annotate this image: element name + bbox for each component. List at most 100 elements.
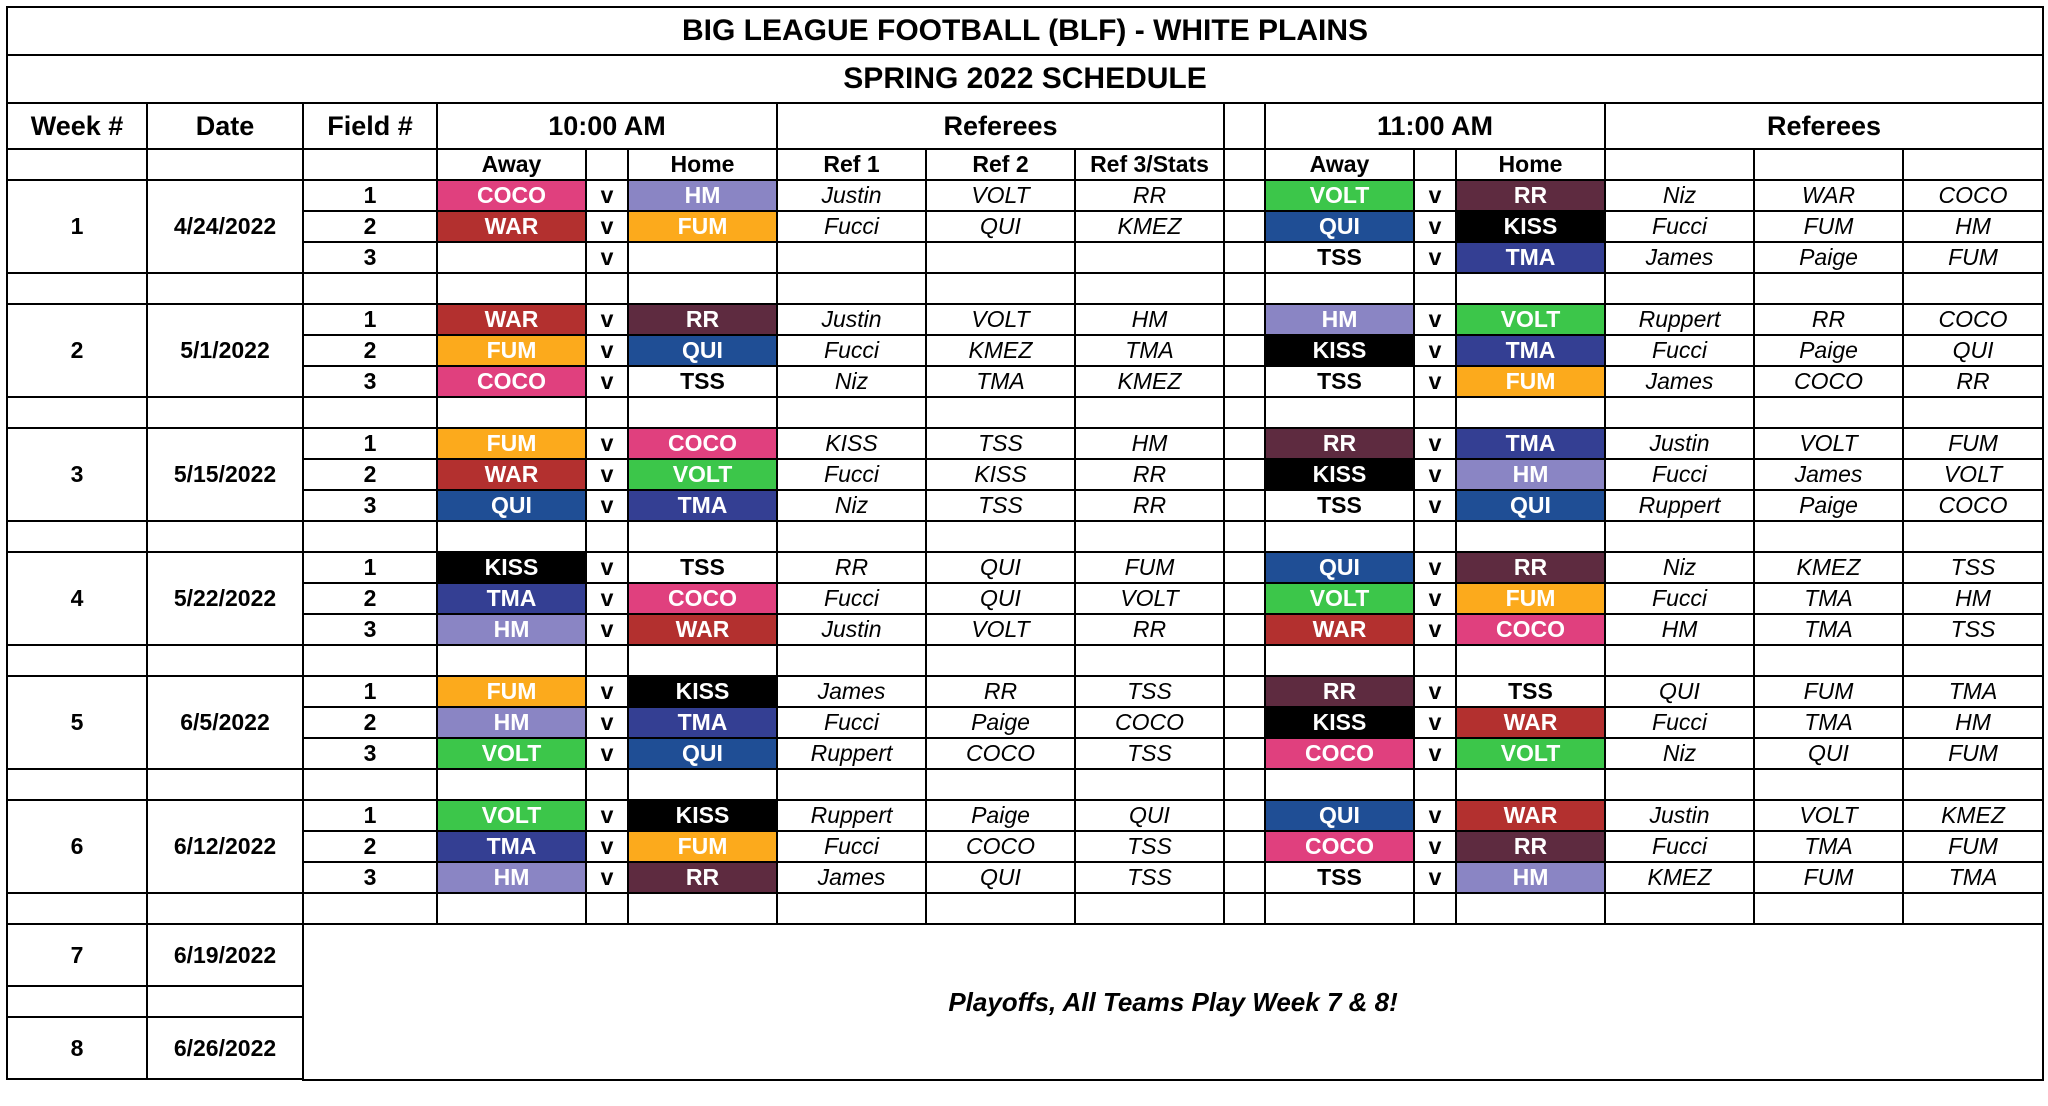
spacer-cell <box>1264 396 1415 429</box>
home-team-1000: TMA <box>627 489 778 522</box>
referee-1100-2: FUM <box>1753 861 1904 894</box>
field-number: 1 <box>302 799 438 832</box>
referee-1100-2: FUM <box>1753 675 1904 708</box>
referee-1: Niz <box>776 365 927 398</box>
referee-1100-1: Fucci <box>1604 334 1755 367</box>
away-team-1000: TMA <box>436 830 587 863</box>
home-team-1000: QUI <box>627 737 778 770</box>
subheader-blank <box>1604 148 1755 181</box>
spacer-cell <box>1901 520 2045 553</box>
referee-2: TSS <box>925 427 1076 460</box>
home-team-1000: KISS <box>627 799 778 832</box>
spacer-cell <box>6 396 148 429</box>
away-team-1000 <box>436 241 587 274</box>
versus-label: v <box>585 861 629 894</box>
away-team-1100: TSS <box>1264 489 1415 522</box>
away-team-1000: FUM <box>436 675 587 708</box>
away-team-1000: VOLT <box>436 799 587 832</box>
away-team-1100: VOLT <box>1264 582 1415 615</box>
away-team-1100: COCO <box>1264 830 1415 863</box>
spacer-cell <box>6 768 148 801</box>
referee-1: Ruppert <box>776 799 927 832</box>
subheader-home-1000: Home <box>627 148 778 181</box>
spacer-cell <box>436 892 587 925</box>
spacer-cell <box>627 768 778 801</box>
versus-label: v <box>1413 210 1457 243</box>
spacer-cell <box>925 272 1076 305</box>
spacer-cell <box>1604 768 1755 801</box>
week-number: 7 <box>6 923 148 987</box>
header-spacer <box>1223 102 1266 150</box>
game-row: 3 VOLT v QUI Ruppert COCO TSS COCO v VOLT Niz QUI FU… <box>7 737 2045 770</box>
spacer-cell <box>1074 768 1225 801</box>
referee-3-stats: QUI <box>1074 799 1225 832</box>
referee-1100-3: QUI <box>1901 334 2045 367</box>
referee-1100-3: HM <box>1901 582 2045 615</box>
referee-1100-2: Paige <box>1753 489 1904 522</box>
versus-label: v <box>585 613 629 646</box>
closing-cell <box>6 1079 148 1080</box>
away-team-1100: RR <box>1264 675 1415 708</box>
spacer-cell <box>925 644 1076 677</box>
away-team-1100: TSS <box>1264 365 1415 398</box>
header-field: Field # <box>302 102 438 150</box>
spacer-row <box>6 985 2043 1018</box>
spacer-cell <box>1264 892 1415 925</box>
referee-1100-2: TMA <box>1753 830 1904 863</box>
versus-label: v <box>585 582 629 615</box>
away-team-1000: KISS <box>436 551 587 584</box>
away-team-1100: QUI <box>1264 551 1415 584</box>
slot-gap <box>1223 489 1266 522</box>
week-number: 5 <box>6 675 148 770</box>
home-team-1100: HM <box>1455 861 1606 894</box>
home-team-1000: FUM <box>627 210 778 243</box>
spacer-cell <box>302 892 438 925</box>
slot-gap <box>1223 179 1266 212</box>
spacer-cell <box>302 644 438 677</box>
field-number: 1 <box>302 303 438 336</box>
spacer-cell <box>1223 644 1266 677</box>
week-date: 6/12/2022 <box>146 799 304 894</box>
slot-gap <box>1223 458 1266 491</box>
spacer-cell <box>925 396 1076 429</box>
field-number: 3 <box>302 737 438 770</box>
referee-3-stats: KMEZ <box>1074 365 1225 398</box>
referee-2: VOLT <box>925 303 1076 336</box>
referee-1100-2: KMEZ <box>1753 551 1904 584</box>
referee-1100-2: TMA <box>1753 613 1904 646</box>
subheader-vs-blank <box>585 148 629 181</box>
referee-1100-3: FUM <box>1901 830 2045 863</box>
game-row: 2 5/1/2022 1 WAR v RR Justin VOLT HM HM v VOLT Ruppe… <box>6 303 2045 398</box>
spacer-cell <box>302 768 438 801</box>
referee-1100-2: VOLT <box>1753 427 1904 460</box>
away-team-1000: WAR <box>436 210 587 243</box>
spacer-cell <box>436 272 587 305</box>
home-team-1100: HM <box>1455 458 1606 491</box>
subheader-blank <box>302 148 438 181</box>
spacer-row <box>6 644 2045 677</box>
spacer-cell <box>1264 768 1415 801</box>
spacer-cell <box>776 272 927 305</box>
spacer-cell <box>1753 520 1904 553</box>
spacer-cell <box>436 768 587 801</box>
schedule-sheet: BIG LEAGUE FOOTBALL (BLF) - WHITE PLAINS… <box>5 6 2045 1096</box>
versus-label: v <box>585 179 629 212</box>
home-team-1000: VOLT <box>627 458 778 491</box>
field-number: 2 <box>302 582 438 615</box>
week-date: 4/24/2022 <box>146 179 304 274</box>
referee-3-stats: VOLT <box>1074 582 1225 615</box>
spacer-cell <box>1264 520 1415 553</box>
header-referees-1100: Referees <box>1603 102 2045 150</box>
spacer-cell <box>585 272 629 305</box>
referee-1: KISS <box>776 427 927 460</box>
spacer-cell <box>1455 644 1606 677</box>
referee-1100-3: TSS <box>1901 551 2045 584</box>
subheader-away-1100: Away <box>1264 148 1415 181</box>
referee-1: Justin <box>776 613 927 646</box>
referee-3-stats: KMEZ <box>1074 210 1225 243</box>
game-row: 2 HM v TMA Fucci Paige COCO KISS v WAR Fucci TMA HM <box>7 706 2045 739</box>
referee-2: QUI <box>925 582 1076 615</box>
spacer-cell <box>6 520 148 553</box>
subheader-blank <box>1753 148 1904 181</box>
week-number: 1 <box>6 179 148 274</box>
